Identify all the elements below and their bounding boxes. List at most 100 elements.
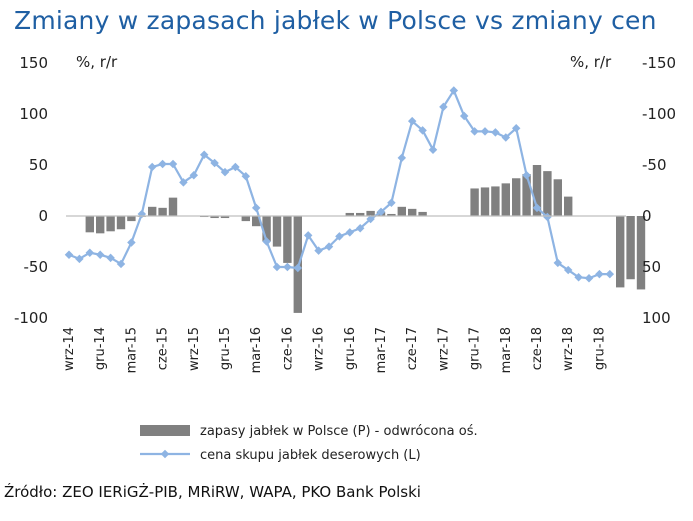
price-point: [574, 272, 583, 282]
bar: [241, 216, 250, 222]
bar: [148, 206, 157, 216]
left-axis-tick: -100: [14, 309, 48, 327]
bar: [262, 216, 271, 242]
price-point: [283, 262, 292, 272]
price-point: [439, 102, 448, 112]
left-axis-unit: %, r/r: [76, 53, 118, 71]
price-point: [595, 269, 604, 279]
right-axis-tick: -100: [642, 105, 676, 123]
bar: [522, 174, 531, 216]
price-point: [376, 207, 386, 217]
right-axis-tick: -50: [642, 156, 667, 174]
source-note: Źródło: ZEO IERiGŻ-PIB, MRiRW, WAPA, PKO…: [4, 483, 421, 501]
price-point: [210, 158, 219, 168]
x-tick-label: gru-15: [218, 327, 233, 370]
price-point: [355, 223, 365, 233]
bar: [543, 171, 552, 216]
bar: [636, 216, 646, 290]
bar: [220, 216, 230, 219]
left-axis-tick: -50: [24, 258, 49, 276]
bar: [116, 216, 126, 230]
x-tick-label: mar-17: [374, 327, 389, 373]
bar: [501, 183, 510, 216]
price-point: [137, 209, 147, 219]
bar: [252, 216, 261, 227]
legend-bar-swatch: [140, 425, 190, 436]
bar: [397, 206, 406, 216]
bar: [387, 213, 396, 216]
x-tick-label: gru-18: [592, 327, 607, 370]
left-axis-tick: 150: [19, 54, 48, 72]
price-point: [127, 238, 136, 247]
x-tick-label: mar-16: [249, 327, 264, 373]
price-point: [189, 170, 199, 180]
right-axis-tick: -150: [642, 54, 676, 72]
bar: [553, 179, 562, 216]
price-point: [480, 127, 490, 136]
price-point: [220, 167, 230, 177]
price-point: [241, 171, 251, 181]
right-axis-unit: %, r/r: [570, 53, 612, 71]
price-point: [459, 111, 469, 121]
price-point: [605, 269, 615, 279]
price-point: [470, 127, 479, 136]
x-tick-label: cze-16: [280, 327, 295, 370]
price-point: [324, 242, 334, 251]
bar: [626, 216, 635, 280]
left-axis-tick: 0: [38, 207, 48, 225]
price-point: [272, 262, 282, 272]
left-axis-tick: 50: [29, 156, 48, 174]
x-tick-label: gru-17: [468, 327, 483, 370]
price-point: [407, 116, 417, 126]
bar: [408, 208, 417, 216]
price-point: [262, 237, 271, 246]
price-point: [75, 254, 84, 264]
bar: [106, 216, 115, 232]
legend-line-marker: [160, 449, 170, 459]
price-point: [85, 248, 95, 257]
price-point: [303, 231, 313, 240]
bar: [512, 178, 521, 216]
price-point: [501, 133, 511, 142]
price-point: [147, 162, 157, 172]
bar: [418, 211, 427, 216]
bar: [356, 212, 365, 216]
bar: [345, 212, 354, 216]
price-point: [314, 246, 323, 255]
bar: [470, 188, 479, 216]
bar: [272, 216, 282, 247]
x-tick-label: cze-18: [530, 327, 545, 370]
x-tick-label: cze-17: [405, 327, 420, 370]
price-point: [428, 145, 438, 154]
bar: [127, 216, 136, 222]
price-point: [231, 162, 240, 172]
price-point: [251, 203, 261, 213]
bar: [616, 216, 625, 288]
price-point: [116, 259, 126, 269]
bar: [96, 216, 105, 234]
x-tick-label: wrz-18: [561, 327, 576, 371]
price-point: [179, 178, 188, 187]
price-point: [584, 273, 594, 283]
legend-line-label: cena skupu jabłek deserowych (L): [200, 448, 421, 463]
bar: [564, 196, 573, 216]
bar: [283, 216, 292, 263]
x-tick-label: cze-15: [156, 327, 171, 370]
bar: [480, 187, 490, 216]
price-line: [68, 89, 610, 280]
price-point: [168, 159, 178, 169]
x-tick-label: wrz-17: [436, 327, 451, 371]
bar: [210, 216, 219, 219]
price-point: [345, 228, 355, 237]
x-tick-label: wrz-14: [62, 327, 77, 371]
bar: [491, 186, 500, 216]
legend-bar-label: zapasy jabłek w Polsce (P) - odwrócona o…: [200, 424, 478, 439]
bar: [85, 216, 94, 233]
price-point: [449, 86, 459, 95]
x-tick-label: wrz-15: [187, 327, 202, 371]
right-axis-tick: 100: [642, 309, 671, 327]
bar: [168, 197, 178, 216]
price-point: [95, 250, 105, 260]
bar: [158, 207, 167, 216]
